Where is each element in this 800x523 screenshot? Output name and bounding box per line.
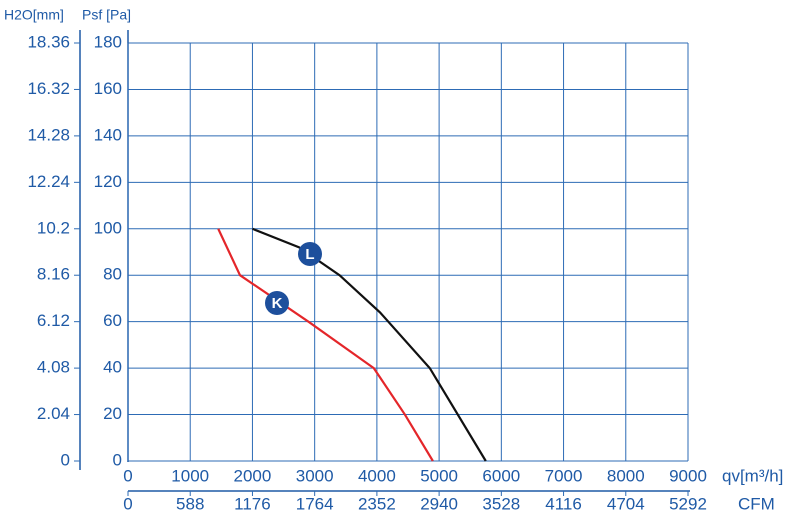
y-tick-label: 80 [103, 265, 122, 284]
curve [252, 227, 487, 462]
x2-tick-label: 2352 [358, 494, 396, 513]
y2-tick-label: 14.28 [27, 125, 70, 144]
y-tick-label: 140 [94, 125, 122, 144]
y-tick-label: 100 [94, 218, 122, 237]
x-tick-label: 0 [123, 466, 132, 485]
x-axis-title: qv[m³/h] [722, 466, 783, 485]
y-tick-label: 180 [94, 32, 122, 51]
x-tick-label: 8000 [607, 466, 645, 485]
y-tick-label: 160 [94, 79, 122, 98]
x2-tick-label: 4704 [607, 494, 645, 513]
x2-tick-label: 1176 [234, 494, 271, 513]
x2-tick-label: 588 [176, 494, 204, 513]
y-tick-label: 40 [103, 358, 122, 377]
x-tick-label: 3000 [296, 466, 334, 485]
y-tick-label: 20 [103, 404, 122, 423]
y-tick-label: 120 [94, 172, 122, 191]
curve-badge [265, 291, 289, 315]
y2-tick-label: 2.04 [37, 404, 70, 423]
x-tick-label: 2000 [234, 466, 272, 485]
x-tick-label: 5000 [420, 466, 458, 485]
y-axis-title: Psf [Pa] [82, 7, 131, 23]
x-tick-label: 9000 [669, 466, 707, 485]
y2-tick-label: 12.24 [27, 172, 70, 191]
x-tick-label: 4000 [358, 466, 396, 485]
y-tick-label: 60 [103, 311, 122, 330]
x2-tick-label: 3528 [482, 494, 520, 513]
y-tick-label: 0 [113, 450, 122, 469]
x-tick-label: 6000 [482, 466, 520, 485]
legend-label: K [272, 295, 283, 312]
y2-tick-label: 16.32 [27, 79, 70, 98]
y2-tick-label: 6.12 [37, 311, 70, 330]
curve-badge [298, 242, 322, 266]
x2-tick-label: 2940 [420, 494, 458, 513]
x2-tick-label: 0 [123, 494, 132, 513]
y2-tick-label: 8.16 [37, 265, 70, 284]
x2-axis-title: CFM [738, 494, 775, 513]
legend-label: L [305, 246, 314, 263]
x-tick-label: 1000 [171, 466, 209, 485]
y2-tick-label: 18.36 [27, 32, 70, 51]
y2-axis-title: H2O[mm] [4, 7, 64, 23]
x2-tick-label: 4116 [545, 494, 582, 513]
x-tick-label: 7000 [545, 466, 583, 485]
x2-tick-label: 1764 [296, 494, 334, 513]
y2-tick-label: 10.2 [37, 218, 70, 237]
x2-tick-label: 5292 [669, 494, 707, 513]
y2-tick-label: 4.08 [37, 358, 70, 377]
curve [217, 228, 434, 462]
y2-tick-label: 0 [61, 450, 70, 469]
